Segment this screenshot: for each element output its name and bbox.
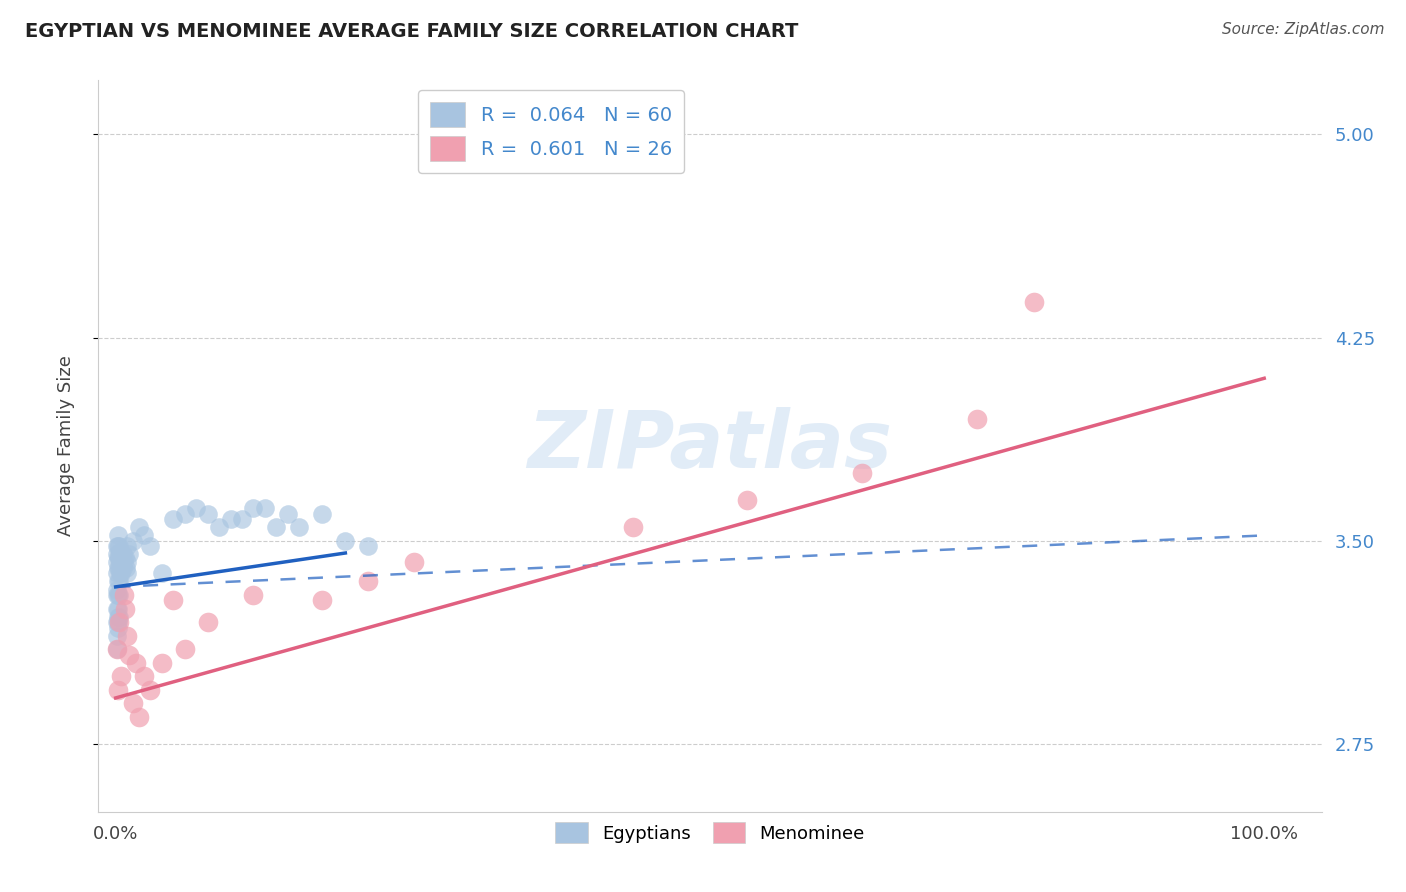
Point bbox=[122, 533, 145, 548]
Point bbox=[115, 556, 138, 570]
Legend: Egyptians, Menominee: Egyptians, Menominee bbox=[548, 815, 872, 850]
Point bbox=[288, 520, 311, 534]
Point bbox=[105, 601, 128, 615]
Point bbox=[125, 656, 148, 670]
Y-axis label: Average Family Size: Average Family Size bbox=[56, 356, 75, 536]
Point bbox=[105, 539, 128, 553]
Point bbox=[108, 550, 131, 565]
Point bbox=[184, 501, 207, 516]
Point bbox=[1024, 295, 1046, 310]
Point bbox=[105, 588, 128, 602]
Point bbox=[108, 539, 131, 553]
Point bbox=[242, 501, 264, 516]
Point bbox=[110, 550, 132, 565]
Point bbox=[242, 588, 264, 602]
Point bbox=[105, 566, 128, 581]
Point bbox=[107, 615, 129, 629]
Point bbox=[851, 466, 873, 480]
Point bbox=[105, 547, 128, 561]
Point bbox=[118, 547, 141, 561]
Point bbox=[335, 533, 357, 548]
Point bbox=[107, 574, 129, 589]
Point bbox=[107, 601, 129, 615]
Point bbox=[208, 520, 231, 534]
Point bbox=[231, 512, 253, 526]
Point bbox=[105, 615, 128, 629]
Point bbox=[134, 528, 156, 542]
Point bbox=[219, 512, 242, 526]
Point bbox=[105, 556, 128, 570]
Point bbox=[110, 566, 132, 581]
Point bbox=[150, 656, 173, 670]
Point bbox=[110, 544, 132, 558]
Point bbox=[357, 574, 380, 589]
Point bbox=[105, 642, 128, 657]
Point bbox=[105, 629, 128, 643]
Point bbox=[357, 539, 380, 553]
Point bbox=[107, 588, 129, 602]
Point bbox=[108, 609, 131, 624]
Point bbox=[107, 539, 129, 553]
Text: ZIPatlas: ZIPatlas bbox=[527, 407, 893, 485]
Point bbox=[107, 620, 129, 634]
Point bbox=[108, 561, 131, 575]
Point bbox=[162, 593, 184, 607]
Point bbox=[111, 561, 134, 575]
Point bbox=[110, 566, 132, 581]
Point bbox=[115, 629, 138, 643]
Point bbox=[105, 642, 128, 657]
Point bbox=[134, 669, 156, 683]
Point bbox=[114, 601, 136, 615]
Point bbox=[107, 682, 129, 697]
Point bbox=[311, 593, 333, 607]
Point bbox=[112, 556, 135, 570]
Point bbox=[105, 582, 128, 597]
Point bbox=[108, 574, 131, 589]
Point bbox=[118, 648, 141, 662]
Point bbox=[173, 642, 195, 657]
Point bbox=[107, 550, 129, 565]
Point bbox=[110, 669, 132, 683]
Point bbox=[115, 566, 138, 581]
Point bbox=[112, 588, 135, 602]
Point bbox=[197, 507, 219, 521]
Point bbox=[139, 682, 162, 697]
Point bbox=[128, 520, 150, 534]
Point bbox=[114, 550, 136, 565]
Point bbox=[966, 412, 988, 426]
Point bbox=[115, 561, 138, 575]
Point bbox=[111, 547, 134, 561]
Point bbox=[115, 539, 138, 553]
Point bbox=[150, 566, 173, 581]
Point bbox=[197, 615, 219, 629]
Point bbox=[404, 556, 426, 570]
Point bbox=[253, 501, 276, 516]
Text: Source: ZipAtlas.com: Source: ZipAtlas.com bbox=[1222, 22, 1385, 37]
Point bbox=[173, 507, 195, 521]
Point bbox=[110, 556, 132, 570]
Point bbox=[128, 710, 150, 724]
Point bbox=[277, 507, 299, 521]
Point bbox=[139, 539, 162, 553]
Point bbox=[122, 697, 145, 711]
Text: EGYPTIAN VS MENOMINEE AVERAGE FAMILY SIZE CORRELATION CHART: EGYPTIAN VS MENOMINEE AVERAGE FAMILY SIZ… bbox=[25, 22, 799, 41]
Point bbox=[621, 520, 644, 534]
Point bbox=[162, 512, 184, 526]
Point bbox=[108, 615, 131, 629]
Point bbox=[107, 609, 129, 624]
Point bbox=[737, 493, 759, 508]
Point bbox=[107, 528, 129, 542]
Point bbox=[107, 561, 129, 575]
Point bbox=[311, 507, 333, 521]
Point bbox=[108, 588, 131, 602]
Point bbox=[266, 520, 288, 534]
